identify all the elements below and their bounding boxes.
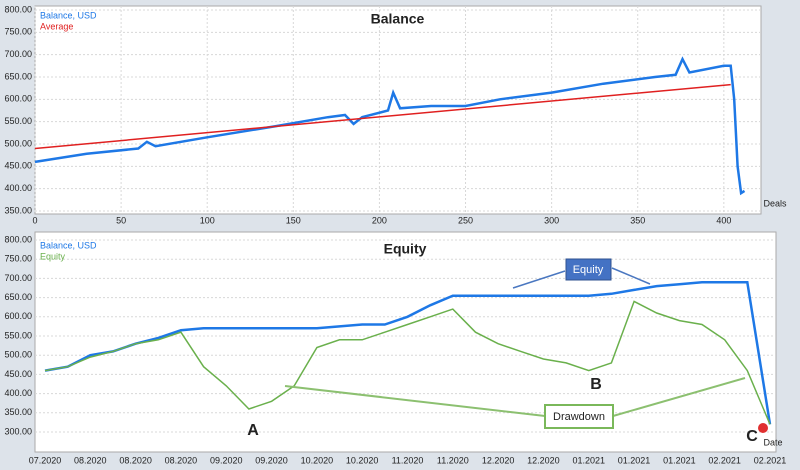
y-tick-label: 800.00 — [4, 4, 32, 14]
x-tick-label: 100 — [200, 215, 215, 225]
annotation: Drawdown — [553, 411, 605, 423]
series-line — [34, 56, 746, 196]
arrow — [512, 270, 566, 289]
marker — [758, 423, 768, 433]
y-tick-label: 400.00 — [4, 388, 32, 398]
y-tick-label: 750.00 — [4, 27, 32, 37]
y-tick-label: 350.00 — [4, 407, 32, 417]
x-tick-label: 01.2021 — [572, 455, 605, 465]
series-line — [34, 83, 731, 150]
y-tick-label: 500.00 — [4, 350, 32, 360]
plot-area — [34, 231, 777, 453]
x-tick-label: 150 — [286, 215, 301, 225]
x-tick-label: 300 — [544, 215, 559, 225]
legend-entry: Balance, USD — [40, 10, 97, 20]
x-axis-label: Deals — [763, 198, 787, 208]
x-tick-label: 0 — [32, 215, 37, 225]
annotation: Equity — [573, 264, 604, 276]
x-tick-label: 08.2020 — [165, 455, 198, 465]
y-tick-label: 650.00 — [4, 292, 32, 302]
series-line — [44, 280, 772, 425]
x-axis-label: Date — [763, 437, 782, 447]
y-tick-label: 800.00 — [4, 234, 32, 244]
x-tick-label: 02.2021 — [708, 455, 741, 465]
annotation: A — [247, 422, 259, 439]
series-line — [44, 300, 771, 425]
y-tick-label: 450.00 — [4, 369, 32, 379]
x-tick-label: 08.2020 — [74, 455, 107, 465]
x-tick-label: 50 — [116, 215, 126, 225]
legend-entry: Equity — [40, 251, 66, 261]
y-tick-label: 600.00 — [4, 311, 32, 321]
x-tick-label: 200 — [372, 215, 387, 225]
y-tick-label: 350.00 — [4, 205, 32, 215]
x-tick-label: 10.2020 — [301, 455, 334, 465]
annotation-box — [565, 258, 612, 281]
arrow — [611, 267, 651, 285]
y-tick-label: 550.00 — [4, 116, 32, 126]
x-tick-label: 07.2020 — [29, 455, 62, 465]
chart-title: Balance — [371, 11, 425, 27]
arrow — [284, 385, 546, 417]
x-tick-label: 12.2020 — [527, 455, 560, 465]
plot-area — [34, 5, 762, 215]
x-tick-label: 400 — [716, 215, 731, 225]
legend-entry: Balance, USD — [40, 240, 97, 250]
annotation: C — [746, 428, 758, 445]
x-tick-label: 10.2020 — [346, 455, 379, 465]
legend-entry: Average — [40, 21, 73, 31]
x-tick-label: 01.2021 — [618, 455, 651, 465]
x-tick-label: 350 — [630, 215, 645, 225]
chart-layer: 0 50 100 150 200 250 300 350 400 350.00 400.00 450.… — [4, 4, 787, 465]
arrow — [612, 377, 746, 417]
annotations: Equity Drawdown A B C — [247, 258, 768, 445]
x-tick-label: 11.2020 — [392, 455, 424, 465]
x-tick-label: 12.2020 — [482, 455, 515, 465]
x-tick-label: 01.2021 — [663, 455, 696, 465]
y-tick-label: 300.00 — [4, 426, 32, 436]
y-tick-label: 500.00 — [4, 138, 32, 148]
annotation: B — [590, 376, 602, 393]
y-tick-label: 700.00 — [4, 49, 32, 59]
x-tick-label: 02.2021 — [754, 455, 787, 465]
y-tick-label: 750.00 — [4, 254, 32, 264]
x-tick-label: 09.2020 — [210, 455, 243, 465]
x-tick-label: 11.2020 — [437, 455, 469, 465]
y-tick-label: 450.00 — [4, 161, 32, 171]
x-tick-label: 08.2020 — [119, 455, 152, 465]
x-tick-label: 09.2020 — [255, 455, 288, 465]
y-tick-label: 650.00 — [4, 71, 32, 81]
y-tick-label: 700.00 — [4, 273, 32, 283]
chart-title: Equity — [384, 241, 427, 257]
y-tick-label: 400.00 — [4, 183, 32, 193]
y-tick-label: 550.00 — [4, 330, 32, 340]
x-tick-label: 250 — [458, 215, 473, 225]
annotation-box — [544, 404, 614, 429]
y-tick-label: 600.00 — [4, 94, 32, 104]
